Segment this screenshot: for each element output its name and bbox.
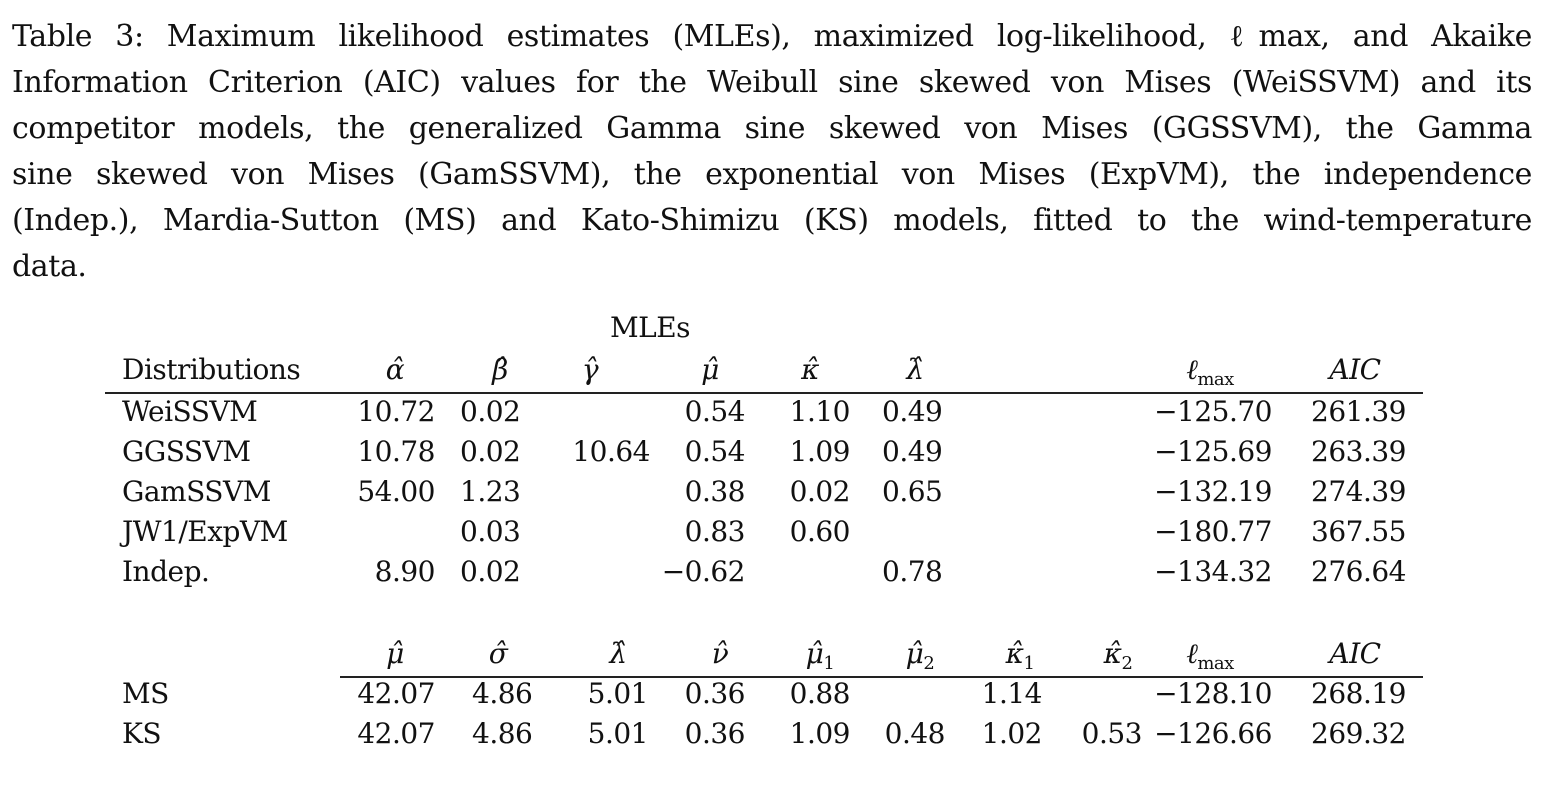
table-cell: −125.70 bbox=[1154, 395, 1272, 428]
col-header: ℓmax bbox=[1186, 637, 1234, 675]
table-cell: 261.39 bbox=[1311, 395, 1406, 428]
table-cell: 5.01 bbox=[587, 717, 649, 750]
table-cell: 276.64 bbox=[1311, 555, 1406, 588]
table-cell: 274.39 bbox=[1311, 475, 1406, 508]
caption-line: competitor models, the generalized Gamma… bbox=[12, 111, 1532, 146]
table-cell: 4.86 bbox=[472, 677, 533, 710]
table-cell: 8.90 bbox=[374, 555, 436, 588]
table-cell: 0.83 bbox=[684, 515, 746, 548]
col-header: σ̂ bbox=[488, 637, 508, 670]
table-caption: Table 3: Maximum likelihood estimates (M… bbox=[12, 14, 1532, 290]
table-rule bbox=[340, 676, 1423, 678]
col-header: β̂ bbox=[492, 353, 508, 386]
col-header-distributions: Distributions bbox=[122, 353, 301, 386]
caption-line: Table 3: Maximum likelihood estimates (M… bbox=[12, 19, 1532, 54]
table-cell: −126.66 bbox=[1154, 717, 1272, 750]
col-header: λ̂ bbox=[906, 353, 924, 386]
table-cell: 0.49 bbox=[882, 435, 943, 468]
table-cell: 0.53 bbox=[1081, 717, 1143, 750]
row-label: Indep. bbox=[122, 555, 210, 588]
table-cell: 5.01 bbox=[587, 677, 649, 710]
table-cell: 263.39 bbox=[1311, 435, 1406, 468]
table-cell: 1.10 bbox=[789, 395, 851, 428]
caption-line: sine skewed von Mises (GamSSVM), the exp… bbox=[12, 157, 1532, 192]
col-header: ℓmax bbox=[1186, 353, 1234, 391]
table-cell: 0.02 bbox=[460, 395, 521, 428]
table-cell: 0.88 bbox=[789, 677, 851, 710]
mles-group-header: MLEs bbox=[609, 311, 691, 344]
table-cell: 0.49 bbox=[882, 395, 943, 428]
col-header: μ̂ bbox=[386, 637, 404, 670]
table-cell: −125.69 bbox=[1154, 435, 1272, 468]
table-cell: 0.60 bbox=[789, 515, 851, 548]
row-label: KS bbox=[122, 717, 162, 750]
table-cell: −128.10 bbox=[1154, 677, 1272, 710]
table-cell: 1.09 bbox=[789, 435, 851, 468]
col-header: λ̂ bbox=[609, 637, 627, 670]
table-cell: 1.02 bbox=[981, 717, 1043, 750]
row-label: GGSSVM bbox=[122, 435, 251, 468]
row-label: MS bbox=[122, 677, 169, 710]
table-cell: −180.77 bbox=[1154, 515, 1272, 548]
caption-line: Information Criterion (AIC) values for t… bbox=[12, 65, 1532, 100]
table-cell: 42.07 bbox=[357, 677, 435, 710]
col-header: AIC bbox=[1329, 353, 1381, 386]
table-cell: 1.14 bbox=[981, 677, 1043, 710]
table-cell: 0.03 bbox=[460, 515, 521, 548]
col-header: κ̂ bbox=[801, 353, 819, 386]
col-header: κ̂1 bbox=[1005, 637, 1035, 675]
col-header: μ̂ bbox=[701, 353, 719, 386]
table-cell: 269.32 bbox=[1311, 717, 1406, 750]
table-cell: 10.78 bbox=[357, 435, 435, 468]
table-cell: 268.19 bbox=[1311, 677, 1406, 710]
col-header: AIC bbox=[1329, 637, 1381, 670]
col-header: μ̂1 bbox=[805, 637, 835, 675]
table-cell: 10.72 bbox=[357, 395, 435, 428]
table-cell: −0.62 bbox=[661, 555, 746, 588]
table-cell: 1.09 bbox=[789, 717, 851, 750]
table-cell: 10.64 bbox=[572, 435, 650, 468]
col-header: α̂ bbox=[385, 353, 405, 386]
table-cell: 42.07 bbox=[357, 717, 435, 750]
col-header: μ̂2 bbox=[905, 637, 935, 675]
table-cell: 0.78 bbox=[882, 555, 943, 588]
col-header: κ̂2 bbox=[1103, 637, 1133, 675]
table-cell: 0.02 bbox=[460, 555, 521, 588]
col-header: ν̂ bbox=[711, 637, 729, 670]
table-cell: 1.23 bbox=[460, 475, 521, 508]
table-cell: 0.54 bbox=[684, 435, 746, 468]
table-cell: 0.54 bbox=[684, 395, 746, 428]
table-cell: 0.02 bbox=[789, 475, 851, 508]
table-cell: 0.48 bbox=[884, 717, 946, 750]
row-label: GamSSVM bbox=[122, 475, 271, 508]
table-cell: −132.19 bbox=[1154, 475, 1272, 508]
row-label: WeiSSVM bbox=[122, 395, 258, 428]
table-rule bbox=[105, 392, 1423, 394]
table-cell: 0.38 bbox=[684, 475, 746, 508]
table-cell: 367.55 bbox=[1311, 515, 1406, 548]
table-cell: −134.32 bbox=[1154, 555, 1272, 588]
table-cell: 0.36 bbox=[684, 717, 746, 750]
table-cell: 4.86 bbox=[472, 717, 533, 750]
caption-line: (Indep.), Mardia-Sutton (MS) and Kato-Sh… bbox=[12, 203, 1532, 238]
row-label: JW1/ExpVM bbox=[122, 515, 288, 548]
caption-line: data. bbox=[12, 249, 87, 284]
table-cell: 0.02 bbox=[460, 435, 521, 468]
table-cell: 0.36 bbox=[684, 677, 746, 710]
table-cell: 54.00 bbox=[357, 475, 435, 508]
table-cell: 0.65 bbox=[882, 475, 943, 508]
col-header: γ̂ bbox=[581, 353, 599, 386]
